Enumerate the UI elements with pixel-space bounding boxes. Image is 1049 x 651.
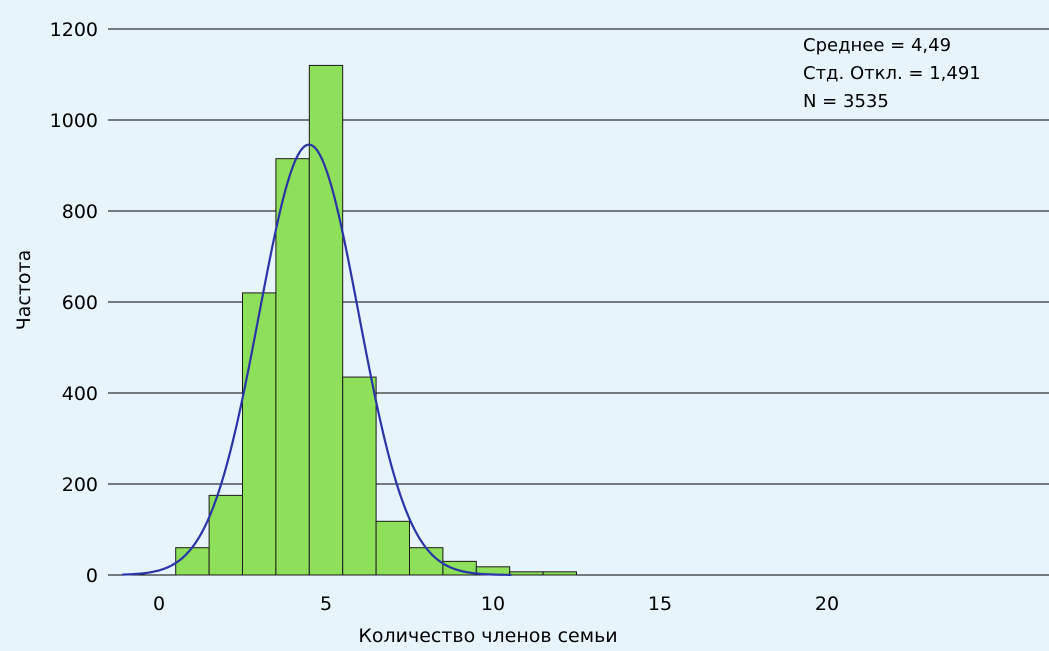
- normal-curve: [122, 143, 512, 576]
- x-tick-label-2: 10: [481, 593, 505, 615]
- histogram-bar-2: [208, 494, 244, 576]
- histogram-bars: [175, 64, 577, 576]
- stats-mean: Среднее = 4,49: [803, 35, 951, 56]
- stats-n: N = 3535: [803, 91, 889, 112]
- normal-curve-line: [122, 143, 512, 576]
- histogram-bar-6: [342, 376, 377, 576]
- y-tick-labels: 0 200 400 600 800 1000 1200: [50, 19, 98, 587]
- y-axis-title: Частота: [13, 250, 35, 331]
- y-tick-label-5: 1000: [50, 110, 98, 132]
- x-tick-label-0: 0: [153, 593, 165, 615]
- histogram-bar-5: [308, 64, 344, 576]
- y-tick-label-1: 200: [62, 474, 98, 496]
- histogram-bar-8: [409, 547, 444, 576]
- histogram-bar-4: [275, 158, 310, 576]
- y-tick-label-4: 800: [62, 201, 98, 223]
- histogram-bar-7: [375, 520, 411, 576]
- y-tick-label-0: 0: [86, 565, 98, 587]
- histogram-bar-3: [242, 292, 277, 576]
- y-tick-label-3: 600: [62, 292, 98, 314]
- y-tick-label-2: 400: [62, 383, 98, 405]
- x-tick-label-4: 20: [815, 593, 839, 615]
- histogram-bar-12: [542, 571, 577, 576]
- x-tick-labels: 0 5 10 15 20: [153, 593, 839, 615]
- histogram-bar-1: [175, 547, 210, 576]
- stats-std: Стд. Откл. = 1,491: [803, 63, 981, 84]
- stats-box: Среднее = 4,49 Стд. Откл. = 1,491 N = 35…: [803, 35, 981, 112]
- x-axis-title: Количество членов семьи: [358, 625, 617, 647]
- y-tick-label-6: 1200: [50, 19, 98, 41]
- x-tick-label-1: 5: [320, 593, 332, 615]
- histogram-bar-11: [509, 571, 544, 576]
- x-tick-label-3: 15: [648, 593, 672, 615]
